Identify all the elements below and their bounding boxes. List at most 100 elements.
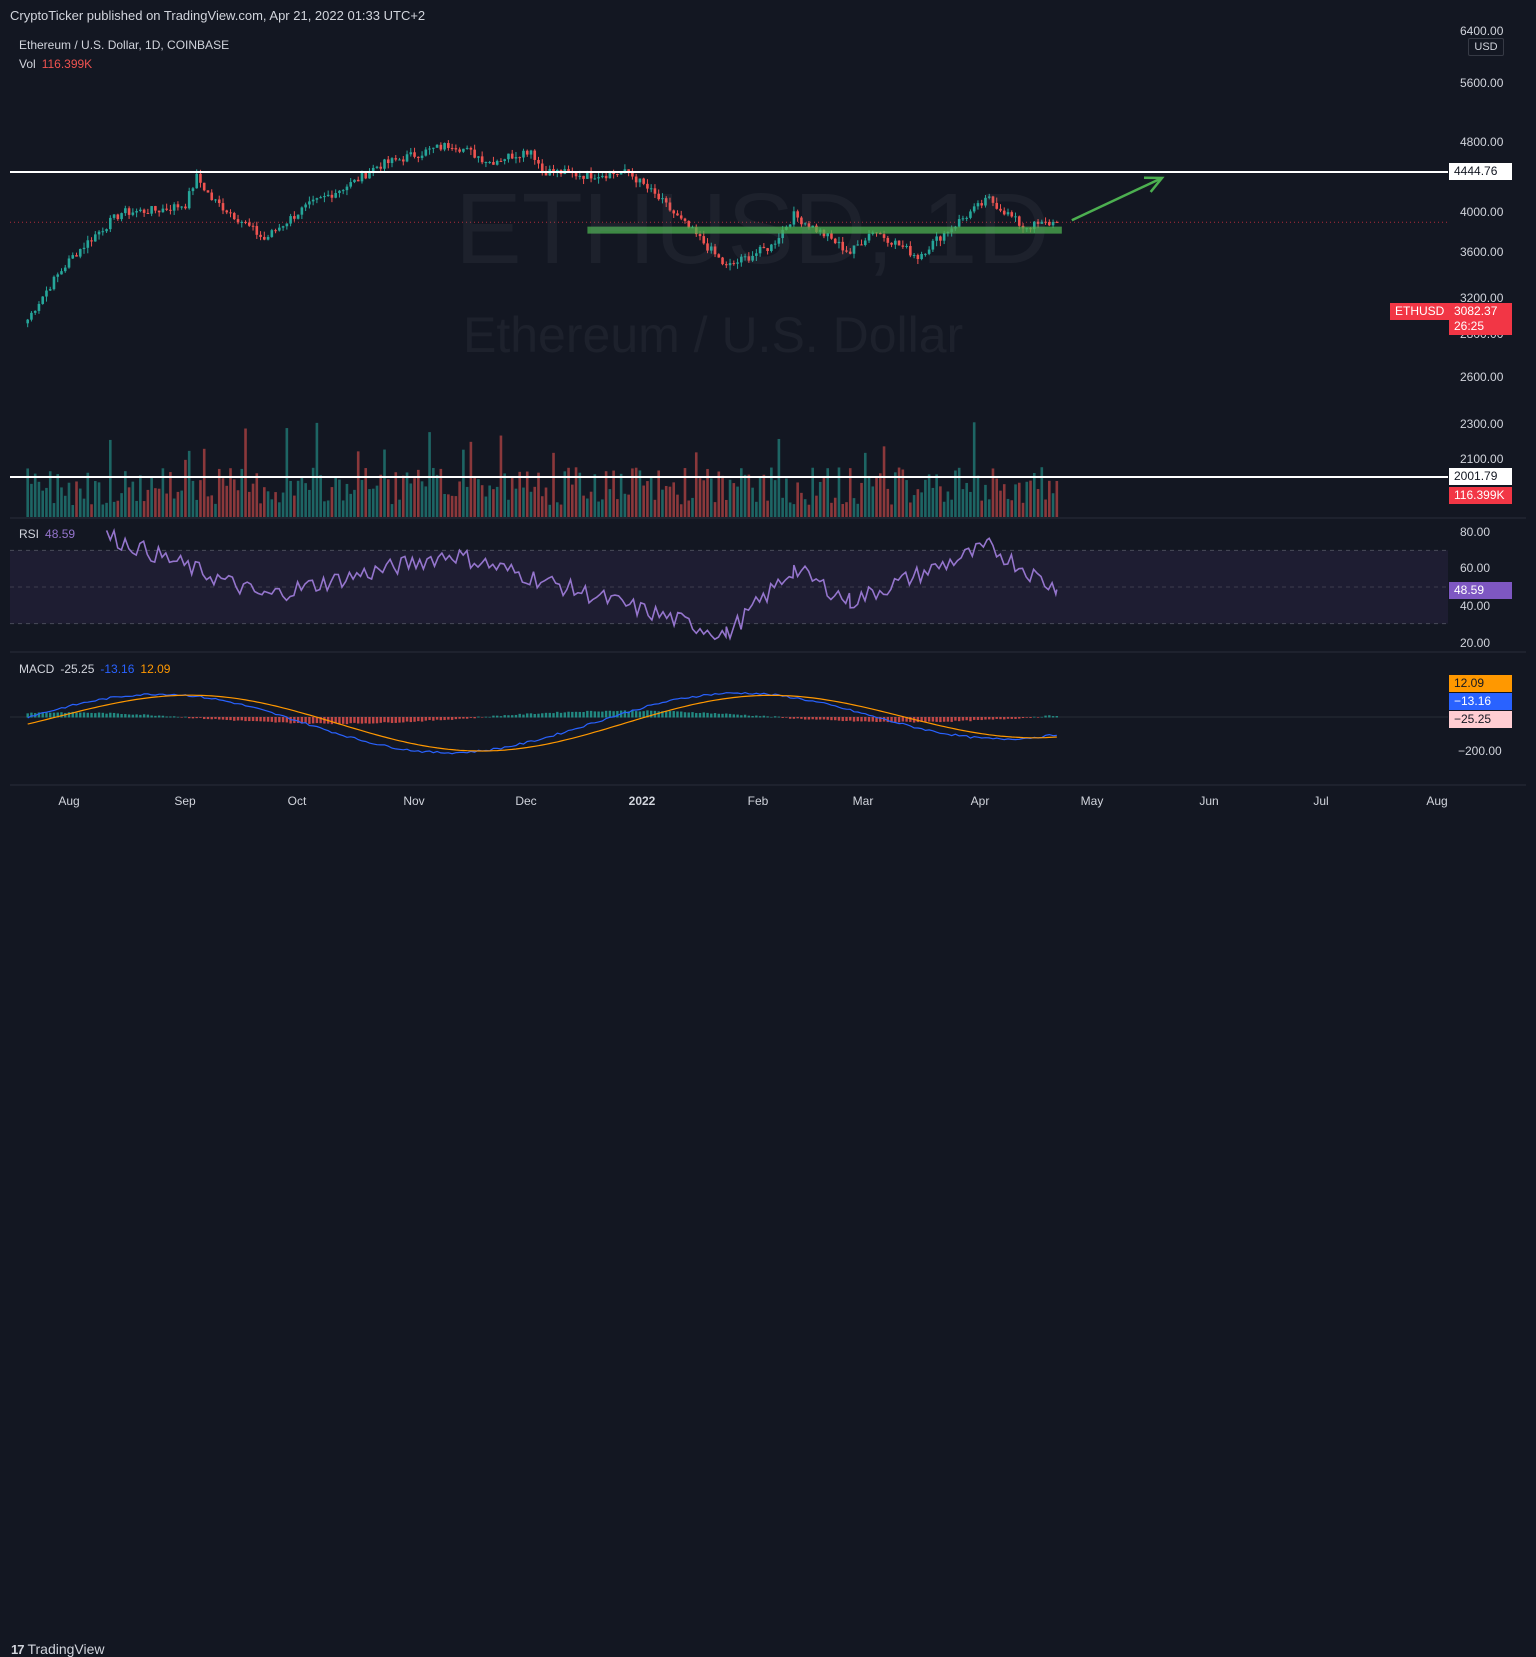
macd-histogram-bar: [102, 713, 104, 718]
candle-body: [601, 176, 604, 177]
candle-body: [244, 222, 247, 223]
macd-histogram-bar: [120, 714, 122, 717]
macd-histogram-bar: [1037, 717, 1039, 718]
macd-histogram-bar: [274, 717, 276, 723]
macd-histogram-bar: [939, 717, 941, 722]
candle-body: [199, 174, 202, 183]
candle-body: [34, 311, 37, 313]
macd-histogram-bar: [1056, 716, 1058, 717]
volume-bar: [428, 432, 431, 517]
candle-body: [789, 225, 792, 227]
candle-body: [515, 157, 518, 158]
macd-histogram-bar: [248, 717, 250, 721]
volume-bar: [79, 489, 82, 517]
candle-body: [988, 196, 991, 197]
macd-histogram-bar: [492, 716, 494, 718]
candle-body: [650, 188, 653, 189]
macd-histogram-bar: [808, 717, 810, 720]
candle-body: [379, 167, 382, 169]
candle-body: [605, 176, 608, 178]
volume-bar: [522, 488, 525, 517]
macd-histogram-bar: [842, 717, 844, 721]
candle-body: [541, 164, 544, 172]
candle-body: [845, 250, 848, 251]
candle-body: [240, 222, 243, 223]
volume-bar: [327, 500, 330, 517]
macd-histogram-bar: [616, 711, 618, 718]
volume-bar: [94, 481, 97, 517]
volume-bar: [819, 482, 822, 517]
macd-histogram-bar: [196, 717, 198, 718]
candle-body: [128, 208, 131, 215]
volume-bar: [331, 487, 334, 517]
publisher-caption: CryptoTicker published on TradingView.co…: [10, 8, 425, 23]
volume-bar: [642, 486, 645, 517]
macd-histogram-bar: [721, 714, 723, 718]
volume-bar: [289, 481, 292, 517]
macd-histogram-bar: [556, 712, 558, 718]
volume-bar: [199, 480, 202, 517]
currency-badge[interactable]: USD: [1468, 38, 1504, 56]
macd-histogram-bar: [834, 717, 836, 720]
macd-histogram-bar: [53, 713, 55, 718]
rsi-band-fill: [10, 550, 1448, 623]
volume-bar: [1007, 499, 1010, 517]
candle-body: [402, 159, 405, 161]
macd-histogram-bar: [519, 714, 521, 718]
volume-bar: [511, 477, 514, 517]
macd-histogram-bar: [999, 717, 1001, 719]
volume-bar: [999, 491, 1002, 517]
macd-histogram-bar: [680, 712, 682, 718]
time-axis-label: Sep: [171, 794, 199, 808]
price-axis-label: 4800.00: [1460, 135, 1503, 149]
candle-body: [962, 218, 965, 219]
macd-histogram-bar: [800, 717, 802, 719]
candle-body: [887, 238, 890, 243]
candle-body: [233, 213, 236, 219]
volume-bar: [1029, 481, 1032, 517]
volume-bar: [853, 498, 856, 517]
macd-histogram-bar: [87, 713, 89, 718]
macd-histogram-bar: [105, 714, 107, 718]
macd-histogram-bar: [770, 717, 772, 718]
chart-area[interactable]: [10, 31, 1526, 815]
volume-bar: [635, 468, 638, 517]
macd-histogram-bar: [282, 717, 284, 722]
macd-histogram-bar: [447, 717, 449, 720]
candle-body: [503, 159, 506, 161]
volume-bar: [1037, 489, 1040, 517]
candle-body: [864, 241, 867, 245]
volume-bar: [154, 488, 157, 517]
macd-histogram-bar: [165, 716, 167, 717]
candle-body: [597, 177, 600, 178]
volume-bar: [744, 475, 747, 517]
macd-histogram-bar: [857, 717, 859, 721]
volume-bar: [845, 502, 848, 517]
volume-bar: [462, 450, 465, 517]
symbol-title[interactable]: Ethereum / U.S. Dollar, 1D, COINBASE: [19, 38, 229, 52]
candle-body: [924, 254, 927, 255]
candle-body: [669, 202, 672, 210]
candle-body: [980, 203, 983, 205]
time-axis-label: Aug: [1423, 794, 1451, 808]
candle-body: [271, 230, 274, 237]
candle-body: [323, 196, 326, 197]
macd-histogram-bar: [180, 717, 182, 718]
volume-bar: [898, 468, 901, 517]
volume-bar: [785, 478, 788, 517]
candle-body: [1018, 216, 1021, 225]
macd-histogram-bar: [49, 713, 51, 718]
macd-histogram-bar: [421, 717, 423, 722]
price-chart-svg[interactable]: [10, 31, 1526, 815]
projection-arrow: [1072, 178, 1162, 220]
candle-body: [511, 154, 514, 159]
volume-bar: [387, 479, 390, 517]
macd-histogram-bar: [541, 713, 543, 717]
candle-body: [496, 161, 499, 165]
volume-bar: [488, 485, 491, 517]
rsi-axis-badge: 48.59: [1449, 582, 1512, 599]
